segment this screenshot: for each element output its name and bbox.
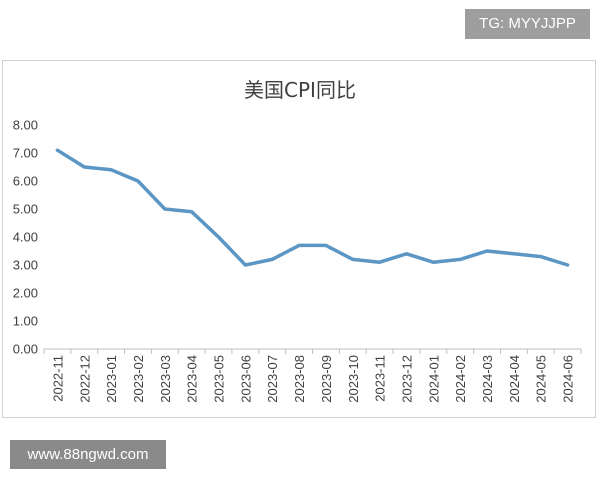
watermark-top: TG: MYYJJPP [465, 9, 590, 39]
x-tick-label: 2023-10 [346, 355, 361, 403]
x-tick-label: 2023-07 [265, 355, 280, 403]
x-tick-label: 2024-05 [534, 355, 549, 403]
x-tick-label: 2023-05 [212, 355, 227, 403]
x-tick-label: 2023-01 [104, 355, 119, 403]
x-tick-label: 2024-04 [507, 355, 522, 403]
x-tick-label: 2023-06 [238, 355, 253, 403]
x-tick-label: 2024-02 [453, 355, 468, 403]
x-tick-label: 2022-12 [77, 355, 92, 403]
x-tick-label: 2023-08 [292, 355, 307, 403]
y-tick-label: 7.00 [13, 146, 38, 161]
x-tick-label: 2023-12 [399, 355, 414, 403]
x-tick-label: 2023-03 [158, 355, 173, 403]
x-tick-label: 2024-03 [480, 355, 495, 403]
x-tick-label: 2023-02 [131, 355, 146, 403]
y-tick-label: 4.00 [13, 230, 38, 245]
y-tick-label: 1.00 [13, 314, 38, 329]
y-tick-label: 2.00 [13, 286, 38, 301]
y-axis-ticks: 0.00 1.00 2.00 3.00 4.00 5.00 6.00 7.00 8.00 [13, 118, 38, 357]
chart-title: 美国CPI同比 [244, 78, 356, 102]
x-axis-labels: 2022-11 2022-12 2023-01 2023-02 2023-03 2023-… [50, 355, 575, 403]
y-tick-label: 0.00 [13, 342, 38, 357]
x-tick-label: 2024-06 [561, 355, 576, 403]
y-tick-label: 5.00 [13, 202, 38, 217]
y-tick-label: 6.00 [13, 174, 38, 189]
y-tick-label: 8.00 [13, 118, 38, 133]
x-tick-label: 2023-11 [373, 355, 388, 402]
x-tick-label: 2024-01 [426, 355, 441, 403]
series-line-cpi [55, 148, 570, 267]
watermark-bottom: www.88ngwd.com [10, 440, 166, 469]
x-axis-tickmarks [43, 349, 582, 354]
x-tick-label: 2022-11 [50, 355, 65, 402]
chart-frame [2, 60, 596, 418]
x-tick-label: 2023-04 [185, 355, 200, 403]
x-tick-label: 2023-09 [319, 355, 334, 403]
y-tick-label: 3.00 [13, 258, 38, 273]
